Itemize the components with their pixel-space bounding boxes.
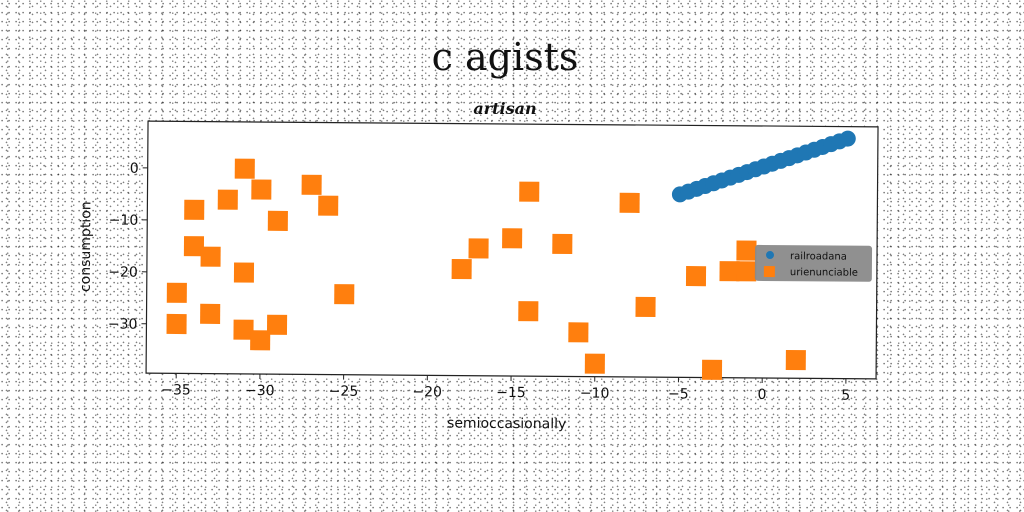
legend-marker-urienunciable	[763, 265, 775, 278]
urienunciable-point	[183, 236, 205, 257]
urienunciable-point	[518, 301, 539, 322]
urienunciable-point	[318, 195, 339, 216]
urienunciable-point	[166, 313, 187, 335]
legend-marker-railroadana	[766, 251, 775, 260]
urienunciable-point	[451, 259, 472, 280]
x-tick-label: 5	[841, 388, 850, 404]
chart-title: c agists	[432, 35, 579, 79]
urienunciable-point	[233, 262, 255, 283]
urienunciable-point	[619, 192, 640, 213]
legend-label-railroadana: railroadana	[790, 251, 847, 262]
urienunciable-point	[552, 233, 573, 254]
urienunciable-point	[267, 210, 288, 231]
legend-box	[754, 244, 873, 282]
urienunciable-point	[635, 296, 656, 317]
y-axis-ticks: 0 −10 −20 −30	[108, 161, 148, 333]
urienunciable-point	[719, 261, 740, 282]
urienunciable-point	[234, 158, 255, 179]
x-tick-label: 0	[758, 387, 767, 403]
urienunciable-point	[736, 261, 757, 282]
x-tick-label: −10	[580, 386, 610, 402]
urienunciable-point	[166, 282, 187, 303]
chart-subtitle: artisan	[473, 99, 536, 118]
y-tick-label: −20	[108, 265, 138, 281]
urienunciable-point	[568, 322, 589, 343]
urienunciable-point	[519, 181, 540, 202]
x-axis-label: semioccasionally	[447, 415, 566, 432]
y-tick-label: 0	[130, 161, 139, 177]
x-tick-label: −15	[496, 385, 526, 401]
urienunciable-point	[301, 174, 322, 195]
urienunciable-point	[468, 238, 489, 259]
urienunciable-point	[200, 246, 221, 267]
data-marks	[166, 130, 856, 380]
urienunciable-point	[217, 189, 238, 210]
x-axis-ticks: −35 −30 −25 −20 −15 −10 −5 0 5	[161, 373, 850, 404]
urienunciable-point	[584, 353, 605, 374]
x-tick-label: −25	[329, 384, 359, 400]
y-tick-label: −10	[109, 213, 139, 229]
urienunciable-point	[266, 314, 288, 335]
urienunciable-point	[233, 319, 254, 340]
x-tick-label: −30	[245, 383, 275, 399]
x-tick-label: −20	[412, 384, 442, 400]
urienunciable-point	[251, 179, 272, 200]
urienunciable-point	[250, 330, 271, 351]
legend-label-urienunciable: urienunciable	[790, 267, 858, 279]
urienunciable-point	[200, 303, 221, 324]
urienunciable-point	[701, 359, 723, 380]
railroadana-point	[839, 130, 856, 147]
x-tick-label: −5	[668, 386, 689, 402]
urienunciable-point	[334, 284, 355, 305]
legend: railroadana urienunciable	[754, 244, 873, 282]
urienunciable-point	[502, 228, 523, 249]
x-tick-label: −35	[161, 382, 191, 398]
y-axis-label: consumption	[78, 201, 95, 292]
urienunciable-point	[785, 349, 806, 371]
urienunciable-point	[685, 266, 707, 287]
urienunciable-point	[736, 240, 757, 261]
urienunciable-point	[184, 199, 205, 220]
y-tick-label: −30	[108, 316, 138, 332]
